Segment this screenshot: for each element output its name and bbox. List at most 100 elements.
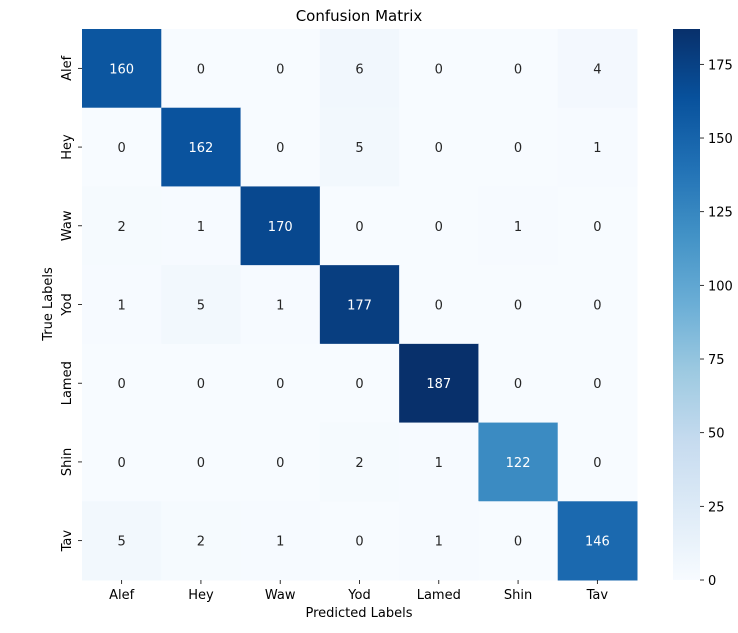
y-tick-label: Shin <box>60 448 75 476</box>
heatmap-cell <box>161 501 242 581</box>
heatmap-cell <box>240 343 321 424</box>
heatmap-cell <box>478 265 559 345</box>
heatmap-cell <box>399 186 479 266</box>
cell-value-label: 0 <box>276 62 284 77</box>
colorbar-tick-label: 25 <box>708 500 725 515</box>
heatmap-cell <box>319 29 400 109</box>
x-tick-label: Hey <box>188 588 214 603</box>
heatmap-cell <box>557 501 638 581</box>
heatmap-cell <box>557 265 638 345</box>
cell-value-label: 1 <box>593 141 601 156</box>
cell-value-label: 1 <box>276 299 284 314</box>
heatmap-cell <box>557 422 638 502</box>
y-tick-label: Lamed <box>60 361 75 405</box>
cell-value-label: 1 <box>514 220 522 235</box>
cell-value-label: 160 <box>109 62 134 77</box>
cell-value-label: 0 <box>118 141 126 156</box>
cell-value-label: 0 <box>118 377 126 392</box>
cell-value-label: 0 <box>435 299 443 314</box>
cell-value-label: 162 <box>189 141 214 156</box>
colorbar-tick-label: 100 <box>708 279 733 294</box>
heatmap-cell <box>399 29 479 109</box>
heatmap-cell <box>240 107 321 187</box>
heatmap-cell <box>319 422 400 502</box>
y-axis-ticks: Alef Hey Waw Yod Lamed Shin Tav <box>60 55 82 552</box>
heatmap-cell <box>478 501 559 581</box>
colorbar-tick-label: 50 <box>708 427 725 442</box>
heatmap-cell <box>161 265 242 345</box>
cell-value-label: 0 <box>514 62 522 77</box>
cell-value-label: 2 <box>118 220 126 235</box>
x-tick-label: Shin <box>504 588 532 603</box>
heatmap-cells: 160 0 0 6 0 0 4 0 162 0 5 0 0 1 2 1 170 0 0 1 0 1 5 1 177 0 0 0 0 0 0 0… <box>82 29 638 581</box>
heatmap-cell <box>557 29 638 109</box>
heatmap-cell <box>478 186 559 266</box>
colorbar <box>673 29 700 580</box>
heatmap-cell <box>161 29 242 109</box>
heatmap-cell <box>399 343 479 424</box>
cell-value-label: 0 <box>593 377 601 392</box>
cell-value-label: 0 <box>593 299 601 314</box>
cell-value-label: 4 <box>593 62 601 77</box>
heatmap-cell <box>319 186 400 266</box>
x-axis-title: Predicted Labels <box>305 606 412 621</box>
heatmap-cell <box>319 265 400 345</box>
heatmap-cell <box>161 186 242 266</box>
heatmap-cell <box>82 186 162 266</box>
heatmap-cell <box>319 107 400 187</box>
heatmap-cell <box>240 265 321 345</box>
colorbar-tick-label: 125 <box>708 206 733 221</box>
heatmap-cell <box>399 501 479 581</box>
cell-value-label: 187 <box>426 377 451 392</box>
heatmap-cell <box>319 343 400 424</box>
x-axis-ticks: Alef Hey Waw Yod Lamed Shin Tav <box>109 580 608 603</box>
x-tick-label: Waw <box>265 588 296 603</box>
y-tick-label: Yod <box>60 293 75 316</box>
chart-title: Confusion Matrix <box>296 7 423 25</box>
cell-value-label: 0 <box>197 377 205 392</box>
cell-value-label: 1 <box>118 299 126 314</box>
colorbar-tick-label: 150 <box>708 132 733 147</box>
cell-value-label: 2 <box>197 535 205 550</box>
y-tick-label: Tav <box>60 530 75 553</box>
cell-value-label: 0 <box>593 220 601 235</box>
colorbar-ticks: 0 25 50 75 100 125 150 175 <box>700 58 733 589</box>
y-axis-title: True Labels <box>41 267 56 342</box>
heatmap-cell <box>557 186 638 266</box>
heatmap-cell <box>399 107 479 187</box>
cell-value-label: 146 <box>585 535 610 550</box>
cell-value-label: 2 <box>355 456 363 471</box>
cell-value-label: 0 <box>593 456 601 471</box>
heatmap-cell <box>82 422 162 502</box>
cell-value-label: 0 <box>514 535 522 550</box>
heatmap-cell <box>478 107 559 187</box>
cell-value-label: 177 <box>347 299 372 314</box>
heatmap-cell <box>82 343 162 424</box>
heatmap-cell <box>478 29 559 109</box>
cell-value-label: 0 <box>514 377 522 392</box>
x-tick-label: Yod <box>347 588 370 603</box>
heatmap-cell <box>240 29 321 109</box>
cell-value-label: 0 <box>355 535 363 550</box>
y-tick-label: Alef <box>60 55 75 81</box>
heatmap-cell <box>399 265 479 345</box>
heatmap-cell <box>161 343 242 424</box>
cell-value-label: 0 <box>514 299 522 314</box>
cell-value-label: 6 <box>355 62 363 77</box>
heatmap-cell <box>478 422 559 502</box>
cell-value-label: 0 <box>118 456 126 471</box>
heatmap-cell <box>82 501 162 581</box>
heatmap-cell <box>82 29 162 109</box>
heatmap-cell <box>240 422 321 502</box>
cell-value-label: 0 <box>355 377 363 392</box>
heatmap-cell <box>161 422 242 502</box>
cell-value-label: 0 <box>276 377 284 392</box>
heatmap-cell <box>240 186 321 266</box>
cell-value-label: 0 <box>355 220 363 235</box>
cell-value-label: 1 <box>197 220 205 235</box>
cell-value-label: 170 <box>268 220 293 235</box>
heatmap-cell <box>82 265 162 345</box>
cell-value-label: 0 <box>276 456 284 471</box>
cell-value-label: 5 <box>118 535 126 550</box>
